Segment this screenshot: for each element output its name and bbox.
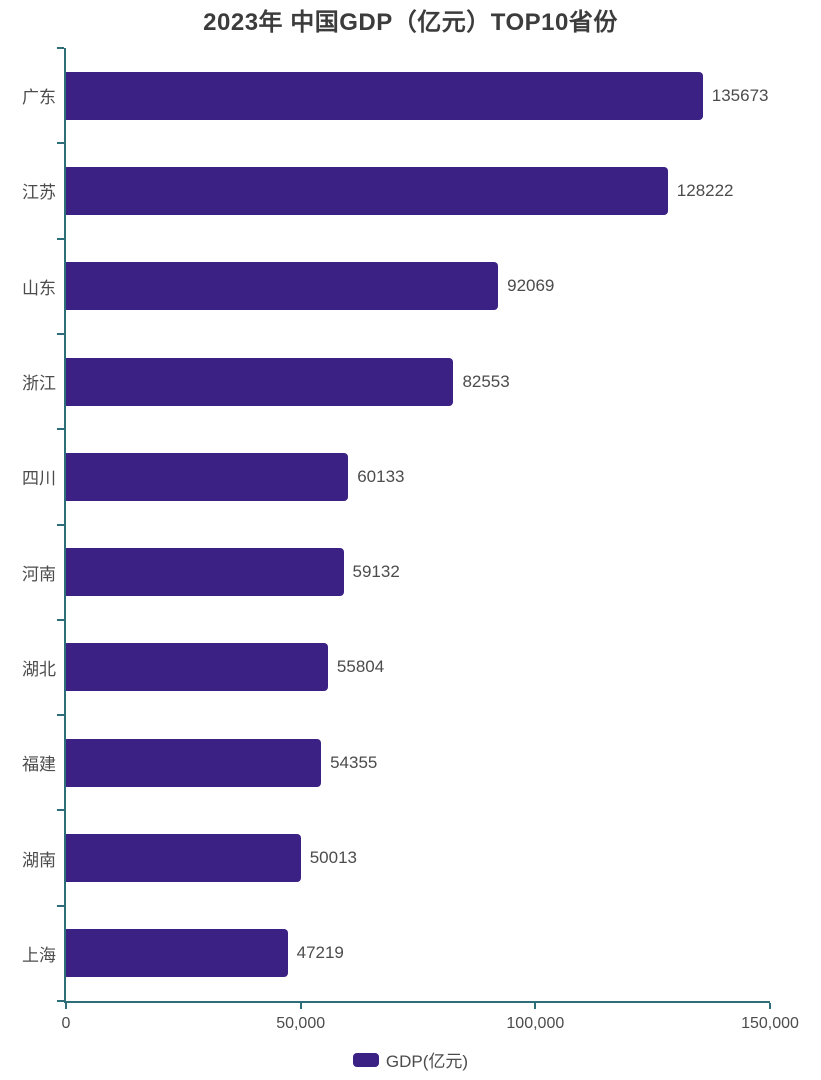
bar <box>66 929 288 978</box>
value-label: 47219 <box>296 943 344 963</box>
x-axis-tick-label: 0 <box>61 1015 71 1032</box>
category-label: 四川 <box>22 469 56 489</box>
category-label: 上海 <box>22 945 56 965</box>
x-axis-tick-label: 150,000 <box>741 1015 799 1032</box>
x-axis-tick <box>534 1003 537 1009</box>
value-label: 59132 <box>352 562 400 582</box>
value-label: 135673 <box>711 85 769 105</box>
y-axis-tick <box>57 47 64 49</box>
legend-label[interactable]: GDP(亿元) <box>385 1052 469 1071</box>
x-axis-tick <box>299 1003 302 1009</box>
x-axis-tick-label: 100,000 <box>506 1015 565 1032</box>
category-label: 河南 <box>22 564 56 584</box>
bar-row: 山东 92069 <box>22 239 770 334</box>
bar-row: 四川 60133 <box>22 429 770 524</box>
y-axis-tick <box>57 428 64 431</box>
value-label: 54355 <box>330 752 378 772</box>
bar-row: 湖南 50013 <box>22 810 770 905</box>
bar <box>66 71 703 120</box>
y-axis-tick <box>57 618 64 621</box>
category-label: 山东 <box>22 278 56 298</box>
y-axis-tick <box>57 142 64 145</box>
x-axis-tick-label: 50,000 <box>276 1015 326 1032</box>
value-label: 128222 <box>676 180 734 200</box>
category-label: 江苏 <box>22 183 56 203</box>
category-label: 福建 <box>22 755 56 775</box>
bar <box>66 548 344 597</box>
category-label: 广东 <box>22 88 56 108</box>
bar <box>66 452 349 501</box>
legend: GDP(亿元) <box>0 1047 821 1072</box>
bar <box>66 166 668 215</box>
x-axis-tick <box>65 1003 67 1009</box>
chart-title: 2023年 中国GDP（亿元）TOP10省份 <box>203 9 618 36</box>
bar-row: 浙江 82553 <box>22 334 770 429</box>
y-axis-tick <box>57 809 64 812</box>
x-axis-tick <box>769 1003 771 1009</box>
bar-row: 广东 135673 <box>22 48 770 143</box>
bar <box>66 357 454 406</box>
y-axis-tick <box>57 904 64 907</box>
bar-row: 福建 54355 <box>22 715 770 810</box>
bar <box>66 262 499 311</box>
value-label: 55804 <box>336 657 385 677</box>
bar-row: 湖北 55804 <box>22 620 770 715</box>
bar-row: 江苏 128222 <box>22 143 770 238</box>
y-axis-tick <box>57 237 64 240</box>
value-label: 60133 <box>357 466 405 486</box>
bar-row: 河南 59132 <box>22 524 770 619</box>
y-axis-tick <box>57 332 64 335</box>
y-axis-tick <box>57 1000 64 1002</box>
bar <box>66 834 301 883</box>
y-axis-tick <box>57 714 64 717</box>
bar-rows: 广东 135673 江苏 128222 山东 92069 浙江 82553 四川 60133 河南 5… <box>22 48 770 1001</box>
value-label: 50013 <box>309 848 357 868</box>
value-label: 92069 <box>507 276 555 296</box>
bar <box>66 643 328 692</box>
bar-row: 上海 47219 <box>22 906 770 1001</box>
value-label: 82553 <box>462 371 510 391</box>
plot-area: 广东 135673 江苏 128222 山东 92069 浙江 82553 四川 60133 河南 5… <box>22 47 799 1032</box>
category-label: 浙江 <box>22 374 56 394</box>
legend-swatch-icon[interactable] <box>352 1052 379 1067</box>
category-label: 湖北 <box>22 659 56 679</box>
category-label: 湖南 <box>22 850 56 870</box>
y-axis-tick <box>57 523 64 526</box>
bar <box>66 738 322 787</box>
